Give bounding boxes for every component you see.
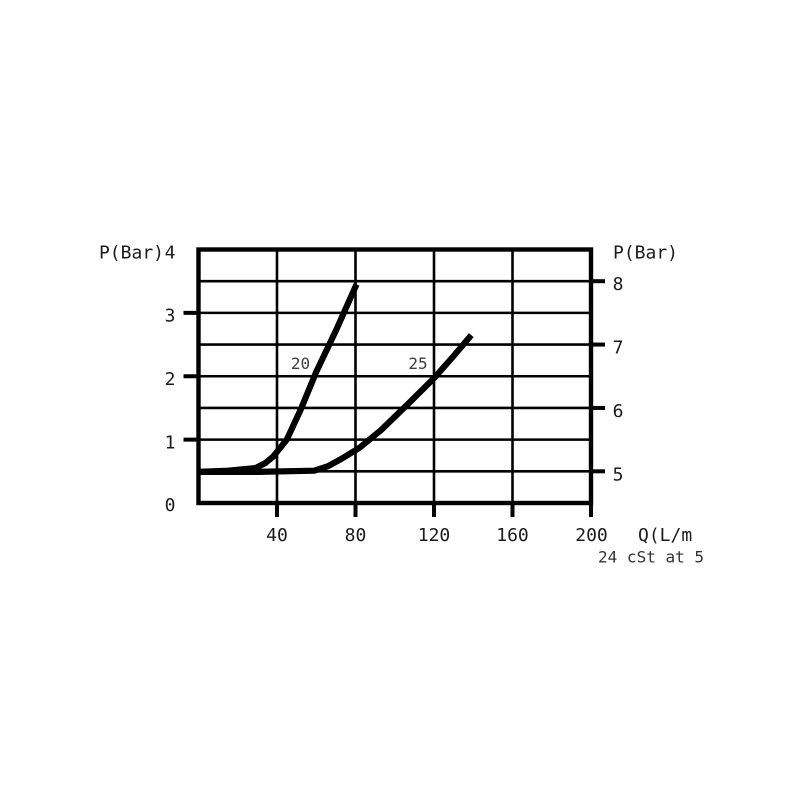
plot-border (196, 247, 594, 506)
x-axis-title: Q(L/m (638, 525, 692, 546)
left-tick-label-2: 2 (165, 369, 176, 390)
curve-25 (198, 333, 474, 475)
x-tick-label-120: 120 (418, 525, 451, 546)
curves-layer (198, 283, 474, 475)
right-tick-label-7: 7 (613, 338, 624, 359)
x-tick-label-200: 200 (575, 525, 608, 546)
right-tick-label-8: 8 (613, 274, 624, 295)
x-tick-label-160: 160 (496, 525, 529, 546)
left-tick-label-4: 4 (165, 243, 176, 264)
left-tick-label-3: 3 (165, 306, 176, 327)
curve-label-20: 20 (291, 354, 310, 373)
right-tick-label-6: 6 (613, 401, 624, 422)
right-tick-label-5: 5 (613, 465, 624, 486)
viscosity-footnote: 24 cSt at 5 (598, 548, 704, 567)
x-tick-label-80: 80 (345, 525, 367, 546)
left-tick-label-0: 0 (165, 495, 176, 516)
left-axis-title: P(Bar) (99, 243, 164, 264)
grid-layer (183, 247, 605, 517)
labels-layer: P(Bar) 4 3 2 1 0 P(Bar) 8 7 6 5 40 80 12… (99, 243, 704, 567)
x-tick-label-40: 40 (266, 525, 288, 546)
left-tick-label-1: 1 (165, 433, 176, 454)
curve-label-25: 25 (408, 354, 427, 373)
right-axis-title: P(Bar) (613, 243, 678, 264)
